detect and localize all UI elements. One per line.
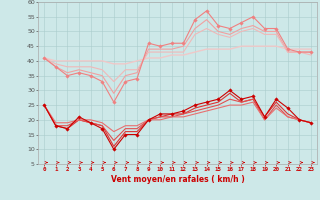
X-axis label: Vent moyen/en rafales ( km/h ): Vent moyen/en rafales ( km/h ): [111, 175, 244, 184]
